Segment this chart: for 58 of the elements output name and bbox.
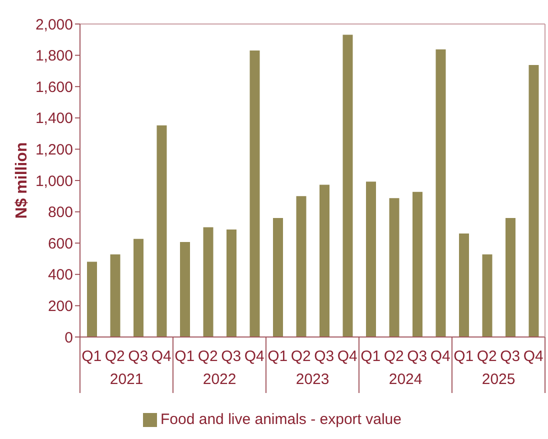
text: 2025 bbox=[482, 371, 516, 388]
y-tick-label: 600 bbox=[48, 235, 73, 252]
bar bbox=[110, 254, 120, 337]
x-tick-label: Q3 bbox=[221, 348, 242, 365]
text: 2021 bbox=[110, 371, 144, 388]
bar bbox=[296, 196, 306, 337]
x-tick-label: Q3 bbox=[500, 348, 520, 365]
bar bbox=[482, 254, 492, 337]
text: 2023 bbox=[296, 371, 330, 388]
x-tick-label: Q1 bbox=[360, 348, 381, 365]
y-tick-label: 2,000 bbox=[35, 16, 73, 34]
y-axis-title: N$ million bbox=[14, 142, 30, 219]
x-tick-label: Q4 bbox=[337, 348, 358, 365]
x-tick-label: Q4 bbox=[430, 348, 450, 365]
bar bbox=[203, 227, 214, 337]
text: 2024 bbox=[388, 371, 422, 388]
bar bbox=[506, 218, 516, 337]
y-tick-label: 0 bbox=[64, 329, 73, 346]
y-tick-label: 1,400 bbox=[35, 110, 73, 128]
bar bbox=[412, 192, 422, 337]
bar bbox=[134, 238, 144, 337]
x-tick-label: Q3 bbox=[314, 348, 334, 365]
y-tick-label: 1,600 bbox=[35, 78, 73, 96]
bar bbox=[436, 49, 446, 337]
x-tick-label: Q4 bbox=[244, 348, 264, 365]
bar bbox=[320, 184, 330, 337]
y-tick-label: 1,000 bbox=[35, 172, 73, 190]
x-tick-label: Q3 bbox=[407, 348, 428, 365]
y-tick-label: 800 bbox=[48, 204, 73, 222]
y-tick-label: 200 bbox=[48, 298, 73, 316]
x-tick-label: Q2 bbox=[384, 348, 404, 365]
text: 2022 bbox=[202, 371, 236, 388]
bar bbox=[459, 234, 469, 337]
bar bbox=[156, 125, 167, 337]
y-tick-label: 1,200 bbox=[35, 142, 73, 159]
x-tick-label: Q2 bbox=[290, 348, 311, 365]
bar bbox=[389, 198, 400, 337]
x-tick-label: Q4 bbox=[151, 348, 172, 365]
x-tick-label: Q1 bbox=[82, 348, 102, 365]
x-tick-label: Q1 bbox=[174, 348, 195, 365]
bar bbox=[180, 242, 190, 337]
bar bbox=[87, 262, 97, 337]
x-tick-label: Q3 bbox=[128, 348, 148, 365]
x-tick-label: Q2 bbox=[104, 348, 125, 365]
legend-label: Food and live animals - export value bbox=[160, 411, 402, 428]
x-tick-label: Q2 bbox=[476, 348, 497, 365]
bar bbox=[250, 50, 260, 337]
bar bbox=[342, 34, 353, 337]
x-tick-label: Q1 bbox=[454, 348, 474, 365]
bar bbox=[366, 182, 376, 337]
bar bbox=[273, 218, 283, 337]
x-tick-label: Q1 bbox=[268, 348, 288, 365]
x-tick-label: Q4 bbox=[523, 348, 544, 365]
y-tick-label: 1,800 bbox=[35, 48, 73, 65]
bar bbox=[226, 229, 236, 337]
x-tick-label: Q2 bbox=[198, 348, 218, 365]
y-tick-label: 400 bbox=[48, 266, 73, 284]
bar bbox=[528, 65, 539, 337]
